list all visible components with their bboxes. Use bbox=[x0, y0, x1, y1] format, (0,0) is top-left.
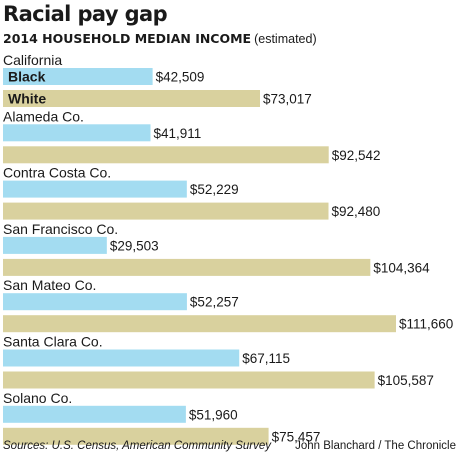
source-note: Sources: U.S. Census, American Community… bbox=[3, 440, 271, 452]
value-label-black-san-mateo-co: $52,257 bbox=[190, 295, 239, 310]
group-label-california: California bbox=[3, 52, 62, 68]
bar-white-alameda-co bbox=[3, 146, 329, 164]
group-label-alameda-co: Alameda Co. bbox=[3, 108, 84, 124]
group-label-contra-costa-co: Contra Costa Co. bbox=[3, 165, 111, 181]
subtitle-note: (estimated) bbox=[254, 32, 317, 46]
bar-black-santa-clara-co bbox=[3, 349, 240, 367]
value-label-black-solano-co: $51,960 bbox=[189, 407, 238, 422]
bar-black-san-mateo-co bbox=[3, 293, 187, 311]
bar-black-contra-costa-co bbox=[3, 180, 187, 198]
group-label-solano-co: Solano Co. bbox=[3, 390, 72, 406]
value-label-black-california: $42,509 bbox=[156, 70, 205, 85]
legend-white: White bbox=[8, 91, 46, 107]
value-label-white-solano-co: $75,457 bbox=[272, 429, 321, 444]
bar-black-san-francisco-co bbox=[3, 236, 107, 254]
group-label-san-francisco-co: San Francisco Co. bbox=[3, 221, 118, 237]
value-label-white-alameda-co: $92,542 bbox=[332, 148, 381, 163]
bar-black-alameda-co bbox=[3, 124, 151, 142]
chart-subtitle: 2014 HOUSEHOLD MEDIAN INCOME (estimated) bbox=[3, 31, 317, 47]
credit-note: John Blanchard / The Chronicle bbox=[295, 440, 456, 452]
chart-title: Racial pay gap bbox=[3, 2, 168, 26]
bar-white-california bbox=[3, 90, 260, 107]
bar-white-santa-clara-co bbox=[3, 371, 375, 389]
value-label-black-alameda-co: $41,911 bbox=[154, 126, 202, 141]
value-label-white-san-mateo-co: $111,660 bbox=[399, 317, 453, 332]
bar-black-solano-co bbox=[3, 405, 186, 423]
subtitle-main: 2014 HOUSEHOLD MEDIAN INCOME bbox=[3, 31, 252, 46]
group-label-san-mateo-co: San Mateo Co. bbox=[3, 277, 96, 293]
bar-black-california bbox=[3, 68, 153, 85]
value-label-white-contra-costa-co: $92,480 bbox=[331, 204, 380, 219]
value-label-black-contra-costa-co: $52,229 bbox=[190, 182, 239, 197]
value-label-white-san-francisco-co: $104,364 bbox=[373, 260, 430, 275]
value-label-black-san-francisco-co: $29,503 bbox=[110, 238, 159, 253]
value-label-black-santa-clara-co: $67,115 bbox=[242, 351, 290, 366]
bar-white-solano-co bbox=[3, 427, 269, 445]
bar-white-contra-costa-co bbox=[3, 202, 329, 220]
bar-white-san-mateo-co bbox=[3, 315, 396, 333]
group-label-santa-clara-co: Santa Clara Co. bbox=[3, 334, 103, 350]
bar-white-san-francisco-co bbox=[3, 258, 371, 276]
value-label-white-california: $73,017 bbox=[263, 92, 312, 107]
value-label-white-santa-clara-co: $105,587 bbox=[378, 373, 434, 388]
legend-black: Black bbox=[8, 69, 46, 85]
